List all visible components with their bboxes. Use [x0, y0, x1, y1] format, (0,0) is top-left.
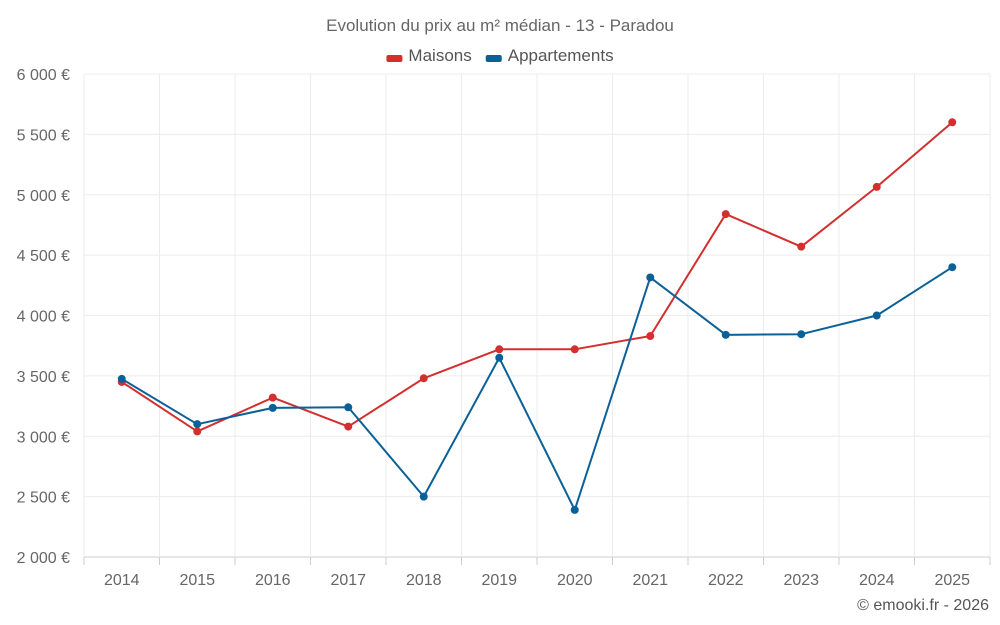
data-point-maisons[interactable]: [797, 242, 806, 251]
data-point-appartements[interactable]: [419, 492, 428, 501]
x-tick-label: 2014: [104, 572, 140, 589]
series-maisons: [117, 118, 957, 436]
x-gridlines: [83, 74, 991, 565]
legend-swatch: [485, 55, 502, 62]
legend-item-maisons[interactable]: Maisons: [386, 46, 472, 65]
legend: Maisons Appartements: [386, 46, 614, 65]
data-point-maisons[interactable]: [721, 210, 730, 219]
data-point-appartements[interactable]: [117, 374, 126, 383]
credit-text: © emooki.fr - 2026: [857, 597, 989, 614]
series-line-appartements: [121, 266, 953, 511]
legend-label: Appartements: [508, 46, 614, 65]
x-tick-label: 2024: [859, 572, 895, 589]
legend-label: Maisons: [408, 46, 471, 65]
data-point-maisons[interactable]: [193, 427, 202, 436]
x-tick-label: 2017: [330, 572, 366, 589]
data-point-appartements[interactable]: [344, 403, 353, 412]
y-axis-labels: 2 000 € 2 500 € 3 000 € 3 500 € 4 000 € 4 500…: [17, 67, 70, 567]
data-point-maisons[interactable]: [948, 118, 957, 127]
x-tick-label: 2016: [255, 572, 291, 589]
legend-item-appartements[interactable]: Appartements: [485, 46, 614, 65]
x-axis-labels: 2014 2015 2016 2017 2018 2019 2020 2021 2022 2023…: [104, 572, 970, 589]
x-tick-label: 2019: [481, 572, 517, 589]
y-tick-label: 6 000 €: [17, 67, 70, 84]
series-appartements: [117, 263, 957, 514]
x-tick-label: 2023: [783, 572, 819, 589]
data-point-appartements[interactable]: [797, 330, 806, 339]
data-point-maisons[interactable]: [872, 182, 881, 191]
data-point-appartements[interactable]: [646, 273, 655, 282]
y-tick-label: 4 500 €: [17, 248, 70, 265]
x-tick-label: 2021: [632, 572, 668, 589]
data-point-appartements[interactable]: [495, 353, 504, 362]
legend-swatch: [386, 55, 403, 62]
chart-title: Evolution du prix au m² médian - 13 - Pa…: [326, 16, 674, 35]
x-tick-label: 2025: [934, 572, 970, 589]
data-point-maisons[interactable]: [570, 345, 579, 354]
data-point-maisons[interactable]: [646, 332, 655, 341]
data-point-appartements[interactable]: [193, 420, 202, 429]
series-layer: [117, 118, 957, 514]
y-tick-label: 2 000 €: [17, 550, 70, 567]
data-point-appartements[interactable]: [872, 311, 881, 320]
data-point-maisons[interactable]: [419, 374, 428, 383]
data-point-appartements[interactable]: [570, 505, 579, 514]
y-tick-label: 3 500 €: [17, 369, 70, 386]
data-point-maisons[interactable]: [495, 345, 504, 354]
data-point-maisons[interactable]: [344, 422, 353, 431]
x-tick-label: 2018: [406, 572, 442, 589]
data-point-appartements[interactable]: [721, 330, 730, 339]
y-tick-label: 5 500 €: [17, 127, 70, 144]
data-point-appartements[interactable]: [268, 403, 277, 412]
series-line-maisons: [121, 121, 953, 433]
y-tick-label: 3 000 €: [17, 429, 70, 446]
data-point-maisons[interactable]: [268, 393, 277, 402]
x-tick-label: 2020: [557, 572, 593, 589]
x-tick-label: 2022: [708, 572, 744, 589]
data-point-appartements[interactable]: [948, 263, 957, 272]
y-tick-label: 2 500 €: [17, 490, 70, 507]
x-tick-label: 2015: [179, 572, 215, 589]
y-tick-label: 4 000 €: [17, 309, 70, 326]
y-tick-label: 5 000 €: [17, 188, 70, 205]
